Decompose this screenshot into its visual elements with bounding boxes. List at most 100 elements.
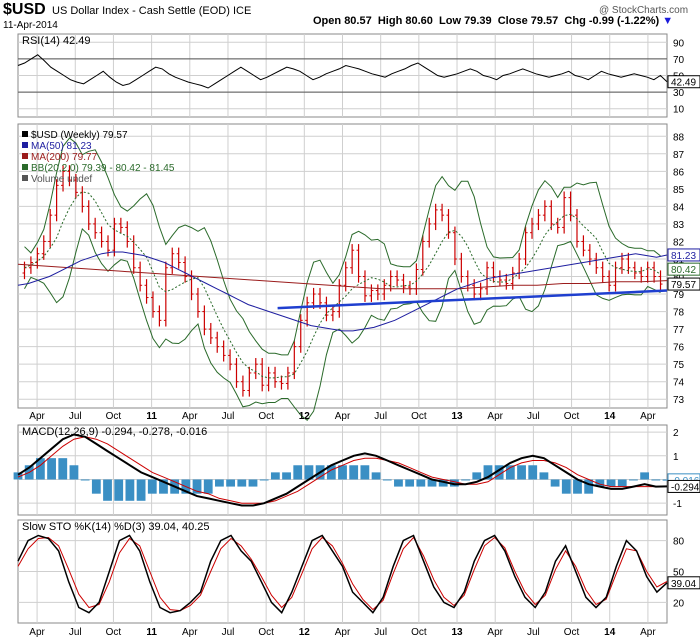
- macd-histogram-bar: [47, 458, 56, 480]
- macd-y-tick: 2: [673, 428, 679, 439]
- low-value: 79.39: [464, 15, 492, 27]
- x-tick-label-price: Apr: [29, 411, 45, 422]
- x-tick-label-bottom: Jul: [69, 627, 82, 638]
- macd-histogram-bar: [617, 479, 627, 487]
- chg-value: -0.99 (-1.22%): [588, 15, 660, 27]
- x-tick-label-bottom: Apr: [335, 627, 351, 638]
- macd-histogram-bar: [69, 465, 79, 480]
- x-tick-label-bottom: Jul: [222, 627, 235, 638]
- macd-histogram-bar: [125, 479, 135, 501]
- x-tick-label-bottom: Apr: [182, 627, 198, 638]
- x-tick-label-price: Apr: [487, 411, 503, 422]
- x-tick-label-price: 11: [146, 411, 157, 422]
- macd-histogram-bar: [584, 479, 594, 494]
- macd-histogram-bar: [326, 465, 336, 480]
- rsi-legend: RSI(14) 42.49: [22, 35, 90, 47]
- macd-y-tick: 1: [673, 452, 679, 463]
- x-tick-label-bottom: Jul: [374, 627, 387, 638]
- x-tick-label-bottom: Oct: [258, 627, 274, 638]
- macd-histogram-bar: [226, 479, 236, 487]
- as-of-date: 11-Apr-2014: [3, 20, 58, 31]
- x-tick-label-bottom: Apr: [640, 627, 656, 638]
- macd-histogram-bar: [237, 479, 247, 487]
- x-tick-label-price: Apr: [182, 411, 198, 422]
- x-tick-label-price: Oct: [564, 411, 580, 422]
- ma50-value-tag: 81.23: [671, 251, 696, 262]
- macd-value-tag: -0.294: [671, 482, 700, 493]
- sto-k-line: [17, 534, 668, 614]
- macd-histogram-bar: [293, 465, 303, 480]
- macd-histogram-bar: [539, 472, 549, 480]
- x-tick-label-price: 12: [299, 411, 311, 422]
- macd-histogram-bar: [517, 465, 526, 480]
- sto-legend: Slow STO %K(14) %D(3) 39.04, 40.25: [22, 521, 210, 533]
- macd-histogram-bar: [147, 479, 157, 494]
- macd-histogram-bar: [449, 479, 459, 487]
- x-tick-label-price: Jul: [69, 411, 82, 422]
- price-y-tick: 84: [673, 202, 685, 213]
- support-trendline: [277, 289, 668, 310]
- sto-y-tick: 80: [673, 537, 685, 548]
- macd-histogram-bar: [573, 479, 582, 494]
- rsi-y-tick: 70: [673, 55, 685, 66]
- macd-histogram-bar: [248, 479, 258, 487]
- x-tick-label-bottom: Apr: [487, 627, 503, 638]
- x-tick-label-price: 14: [604, 411, 616, 422]
- macd-histogram-bar: [203, 479, 213, 494]
- close-value-tag-box: [667, 277, 700, 291]
- macd-histogram-bar: [629, 479, 638, 481]
- macd-histogram-bar: [58, 458, 68, 480]
- price-y-tick: 75: [673, 360, 685, 371]
- macd-histogram-bar: [640, 472, 650, 480]
- macd-histogram-bar: [651, 479, 661, 481]
- sto-value-tag-box: [667, 576, 700, 590]
- price-legend-swatch: [22, 175, 28, 181]
- macd-histogram-bar: [259, 479, 269, 481]
- price-y-tick: 88: [673, 132, 685, 143]
- sto-y-tick: 50: [673, 568, 685, 579]
- bb-value-tag-box: [667, 262, 700, 276]
- macd-histogram-bar: [159, 479, 168, 494]
- x-tick-label-bottom: 12: [299, 627, 311, 638]
- macd-y-tick: -1: [673, 499, 682, 510]
- price-y-tick: 83: [673, 220, 685, 231]
- price-legend-swatch: [22, 142, 28, 148]
- macd-histogram-bar: [304, 465, 314, 480]
- macd-value-tag-box: [667, 479, 700, 493]
- macd-legend: MACD(12,26,9) -0.294, -0.278, -0.016: [22, 426, 207, 438]
- ma50-line: [17, 251, 668, 332]
- down-arrow-icon: ▼: [662, 15, 674, 27]
- macd-histogram-bar: [270, 472, 280, 480]
- bollinger-lower: [24, 227, 661, 422]
- x-tick-label-bottom: Oct: [411, 627, 427, 638]
- watermark: @ StockCharts.com: [599, 5, 689, 16]
- price-legend-entry: Volume undef: [31, 174, 92, 185]
- bollinger-middle: [24, 191, 661, 379]
- macd-line: [17, 433, 668, 507]
- macd-histogram-bar: [595, 479, 605, 487]
- ma200-line: [17, 263, 668, 290]
- macd-histogram-bar: [114, 479, 124, 501]
- price-y-tick: 73: [673, 395, 685, 406]
- ohlc-readout: Open 80.57 High 80.60 Low 79.39 Close 79…: [313, 15, 673, 27]
- macd-histogram-bar: [360, 465, 370, 480]
- open-label: Open: [313, 15, 342, 27]
- close-label: Close: [497, 15, 528, 27]
- sto-d-line: [17, 536, 668, 612]
- price-legend-entry: MA(50) 81.23: [31, 141, 92, 152]
- price-y-tick: 77: [673, 325, 685, 336]
- price-legend-swatch: [22, 153, 28, 159]
- x-tick-label-price: Apr: [640, 411, 656, 422]
- rsi-y-tick: 10: [673, 105, 685, 116]
- macd-histogram-bar: [35, 458, 45, 480]
- macd-histogram-bar: [136, 479, 146, 501]
- x-tick-label-bottom: 11: [146, 627, 157, 638]
- macd-histogram-bar: [438, 479, 448, 487]
- macd-histogram-bar: [349, 465, 359, 480]
- x-tick-label-price: Apr: [335, 411, 351, 422]
- macd-histogram-bar: [472, 472, 482, 480]
- price-y-tick: 82: [673, 237, 685, 248]
- price-y-tick: 87: [673, 150, 685, 161]
- macd-histogram-bar: [662, 479, 672, 481]
